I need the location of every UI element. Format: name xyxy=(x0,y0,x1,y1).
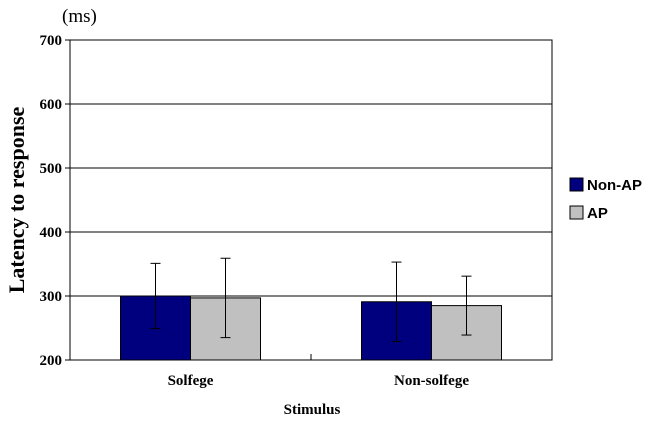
x-axis-categories: Solfege Non-solfege xyxy=(168,354,469,389)
y-axis-title: Latency to response xyxy=(4,106,29,293)
legend: Non-AP AP xyxy=(569,177,642,222)
error-bars xyxy=(150,257,472,342)
x-axis-title: Stimulus xyxy=(284,402,341,418)
category-label: Solfege xyxy=(168,373,214,389)
y-tick-label: 300 xyxy=(40,289,63,305)
y-tick-label: 600 xyxy=(40,97,63,113)
legend-swatch xyxy=(569,177,584,192)
bars xyxy=(120,295,502,361)
y-tick-label: 500 xyxy=(40,161,63,177)
legend-label: AP xyxy=(587,205,608,222)
y-tick-label: 200 xyxy=(40,353,63,369)
legend-swatch xyxy=(569,205,584,220)
y-axis-ticks: 200 300 400 500 600 700 xyxy=(40,33,70,369)
y-tick-label: 400 xyxy=(40,225,63,241)
unit-label: (ms) xyxy=(62,6,97,27)
y-tick-label: 700 xyxy=(40,33,63,49)
legend-label: Non-AP xyxy=(587,177,642,194)
category-label: Non-solfege xyxy=(394,373,469,389)
